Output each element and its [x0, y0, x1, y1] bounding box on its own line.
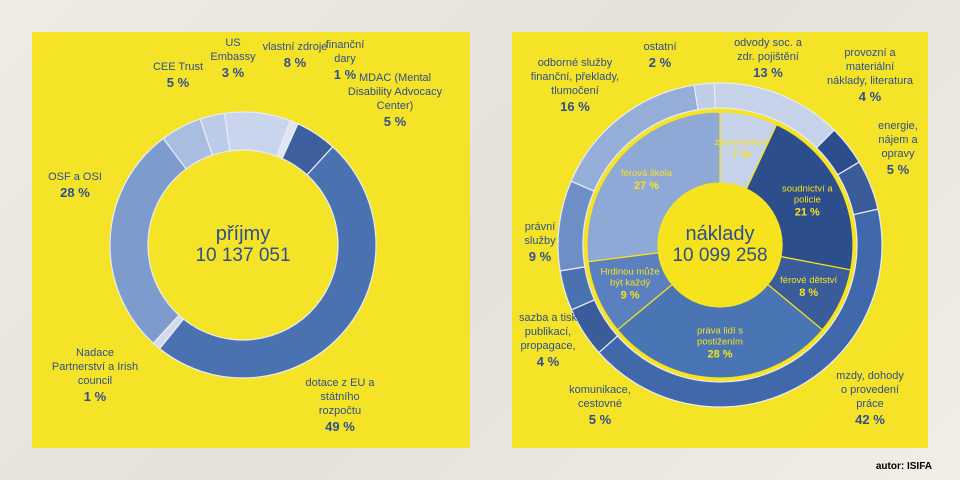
segment-label: právní služby 9 % [515, 220, 565, 264]
category-label: mzdy, dohody o provedení práce [836, 370, 904, 410]
segment-label: mzdy, dohody o provedení práce 42 % [835, 369, 905, 427]
segment [616, 283, 824, 379]
segment-label: CEE Trust 5 % [148, 60, 208, 90]
category-label: MDAC (Mental Disability Advocacy Center) [347, 72, 443, 112]
value-label: 5 % [383, 114, 407, 129]
category-label: soudnictví a policie [781, 183, 833, 205]
segment-label: férová škola 27 % [611, 168, 681, 192]
segment-label: komunikace, cestovné 5 % [560, 383, 640, 427]
value-label: 4 % [858, 89, 882, 104]
category-label: férové dětství [780, 274, 838, 286]
segment-label: MDAC (Mental Disability Advocacy Center)… [340, 71, 450, 129]
category-label: zdravotnictví [714, 137, 769, 149]
category-label: férová škola [620, 168, 673, 180]
segment [745, 123, 854, 271]
category-label: OSF a OSI [48, 171, 102, 183]
category-label: provozní a materiální náklady, literatur… [826, 47, 913, 87]
value-label: 5 % [588, 412, 612, 427]
value-label: 7 % [731, 149, 751, 162]
category-label: finanční dary [325, 39, 365, 65]
value-label: 4 % [536, 354, 560, 369]
segment [158, 145, 377, 379]
segment-label: US Embassy 3 % [203, 36, 263, 80]
value-label: 1 % [83, 389, 107, 404]
category-label: dotace z EU a státního rozpočtu [305, 377, 375, 417]
category-label: odvody soc. a zdr. pojištění [734, 37, 802, 63]
value-label: 27 % [633, 180, 660, 193]
center-value: 10 137 051 [195, 245, 291, 266]
credit: autor: ISIFA [875, 461, 932, 472]
value-label: 9 % [528, 249, 552, 264]
category-label: Nadace Partnerství a Irish council [51, 347, 139, 387]
center-title: příjmy [215, 223, 271, 245]
segment-label: provozní a materiální náklady, literatur… [825, 46, 915, 104]
value-label: 8 % [283, 55, 307, 70]
value-label: 3 % [221, 65, 245, 80]
segment-label: Hrdinou může být každý 9 % [595, 266, 665, 301]
value-label: 42 % [855, 412, 885, 427]
value-label: 13 % [753, 65, 783, 80]
segment-label: Nadace Partnerství a Irish council 1 % [50, 346, 140, 404]
value-label: 1 % [333, 67, 357, 82]
segment-label: férové dětství 8 % [774, 275, 844, 299]
category-label: komunikace, cestovné [569, 384, 631, 410]
value-label: 5 % [166, 75, 190, 90]
value-label: 2 % [648, 55, 672, 70]
segment-label: soudnictví a policie 21 % [772, 183, 842, 218]
center-title: náklady [685, 223, 755, 245]
category-label: US Embassy [210, 37, 256, 63]
category-label: ostatní [643, 41, 677, 53]
segment-label: zdravotnictví 7 % [706, 137, 776, 161]
category-label: práva lidí s postižením [697, 325, 743, 348]
segment-label: vlastní zdroje 8 % [260, 40, 330, 70]
value-label: 21 % [794, 206, 820, 218]
segment [199, 112, 231, 156]
center-label: příjmy 10 137 051 [163, 223, 323, 267]
value-label: 9 % [620, 289, 640, 302]
value-label: 8 % [799, 286, 819, 299]
value-label: 16 % [560, 99, 590, 114]
value-label: 49 % [325, 419, 355, 434]
category-label: CEE Trust [152, 61, 204, 73]
segment-label: energie, nájem a opravy 5 % [868, 119, 928, 177]
center-disc [660, 185, 780, 305]
segment-label: sazba a tisk publikací, propagace, 4 % [513, 311, 583, 369]
segment-label: OSF a OSI 28 % [45, 170, 105, 200]
category-label: sazba a tisk publikací, propagace, [518, 312, 578, 352]
value-label: 28 % [60, 185, 90, 200]
value-label: 28 % [707, 348, 733, 361]
center-label: náklady 10 099 258 [640, 223, 800, 267]
segment-label: dotace z EU a státního rozpočtu 49 % [300, 376, 380, 434]
segment-label: práva lidí s postižením 28 % [685, 326, 755, 361]
category-label: energie, nájem a opravy [878, 120, 918, 160]
segment-label: finanční dary 1 % [315, 38, 375, 82]
category-label: odborné služby finanční, překlady, tlumo… [530, 57, 620, 97]
segment [693, 82, 716, 111]
segment-label: odborné služby finanční, překlady, tlumo… [520, 56, 630, 114]
segment-label: odvody soc. a zdr. pojištění 13 % [728, 36, 808, 80]
category-label: Hrdinou může být každý [600, 266, 660, 289]
segment-label: ostatní 2 % [640, 40, 680, 70]
value-label: 5 % [886, 162, 910, 177]
category-label: právní služby [524, 221, 556, 247]
category-label: vlastní zdroje [262, 41, 328, 53]
center-value: 10 099 258 [672, 245, 768, 266]
segment [586, 111, 721, 263]
left-panel [32, 32, 470, 448]
